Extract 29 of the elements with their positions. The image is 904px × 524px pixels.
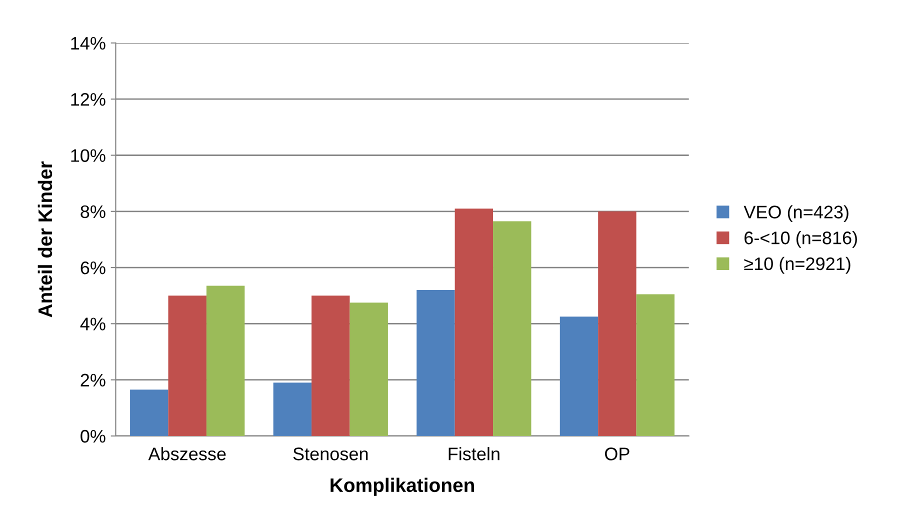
bar	[598, 211, 636, 436]
legend-label: 6-<10 (n=816)	[744, 231, 857, 248]
bar	[206, 286, 245, 436]
y-tick-label: 14%	[71, 36, 106, 50]
x-tick-label: OP	[605, 448, 630, 460]
bar	[168, 296, 206, 436]
bar	[416, 290, 455, 436]
y-axis-title: Anteil der Kinder	[38, 161, 52, 318]
bar	[350, 302, 388, 436]
y-tick-label: 12%	[71, 93, 106, 106]
bar	[636, 294, 675, 436]
legend-label: ≥10 (n=2921)	[744, 256, 850, 274]
y-tick-label: 8%	[80, 205, 106, 218]
bar	[312, 296, 350, 436]
y-tick-label: 2%	[80, 374, 106, 386]
x-tick-label: Abszesse	[148, 447, 226, 460]
x-tick-label: Stenosen	[293, 448, 368, 460]
y-tick-label: 10%	[71, 149, 106, 162]
bar	[454, 208, 494, 436]
bar	[273, 382, 312, 436]
y-tick-label: 6%	[80, 261, 106, 274]
y-tick-label: 0%	[80, 430, 106, 443]
legend-label: VEO (n=423)	[744, 205, 848, 222]
x-axis-title: Komplikationen	[330, 478, 474, 496]
bar	[560, 316, 598, 436]
bar	[493, 221, 532, 436]
x-tick-label: Fisteln	[448, 447, 500, 460]
bar	[130, 390, 168, 436]
y-tick-label: 4%	[80, 318, 106, 330]
